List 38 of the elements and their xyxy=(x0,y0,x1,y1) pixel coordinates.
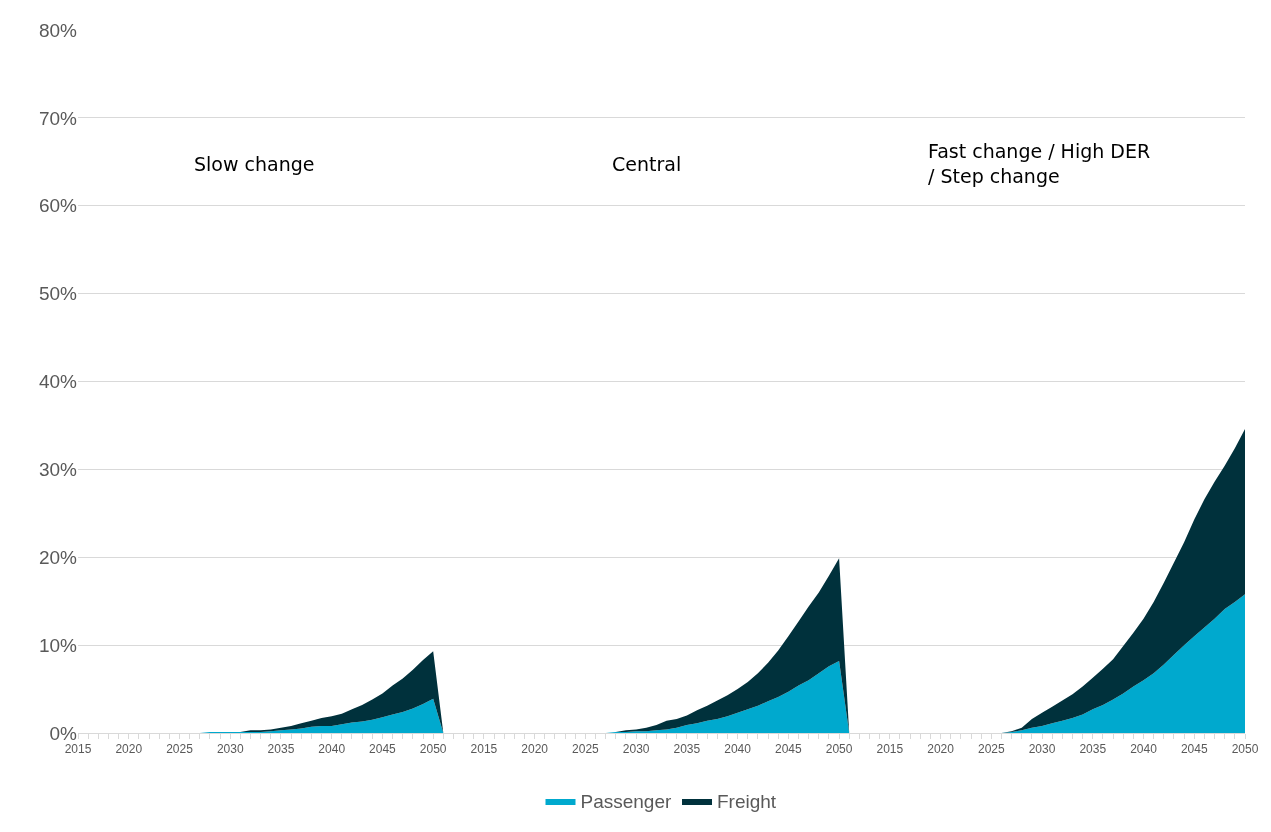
x-tick-label: 2040 xyxy=(318,742,346,757)
y-tick-label: 80% xyxy=(38,19,78,41)
y-tick-label: 70% xyxy=(38,107,78,129)
x-tick-label: 2015 xyxy=(876,742,904,757)
x-tick-label: 2015 xyxy=(64,742,92,757)
y-tick-label: 0% xyxy=(49,722,78,744)
x-tick-label: 2050 xyxy=(1231,742,1259,757)
y-tick-label: 10% xyxy=(38,634,78,656)
x-tick-label: 2050 xyxy=(825,742,853,757)
y-tick-label: 40% xyxy=(38,371,78,393)
x-tick-label: 2035 xyxy=(1079,742,1107,757)
x-tick-label: 2030 xyxy=(216,742,244,757)
annotation: Slow change xyxy=(194,153,315,175)
annotation: Central xyxy=(612,153,682,175)
x-tick-label: 2035 xyxy=(267,742,295,757)
x-tick-label: 2020 xyxy=(927,742,955,757)
x-tick-label: 2040 xyxy=(724,742,752,757)
x-tick-label: 2045 xyxy=(369,742,397,757)
x-tick-label: 2025 xyxy=(166,742,194,757)
annotation: Fast change / High DER / Step change xyxy=(928,140,1151,187)
x-tick-label: 2030 xyxy=(622,742,650,757)
x-tick-label: 2020 xyxy=(521,742,549,757)
x-tick-label: 2020 xyxy=(115,742,143,757)
x-tick-label: 2015 xyxy=(470,742,498,757)
x-tick-label: 2045 xyxy=(1180,742,1208,757)
x-tick-label: 2030 xyxy=(1028,742,1056,757)
legend-label: Passenger xyxy=(580,791,673,813)
legend-label: Freight xyxy=(717,791,777,813)
x-tick-label: 2025 xyxy=(977,742,1005,757)
y-tick-label: 20% xyxy=(38,546,78,568)
x-tick-label: 2035 xyxy=(673,742,701,757)
x-tick-label: 2025 xyxy=(572,742,600,757)
y-tick-label: 60% xyxy=(38,195,78,217)
y-tick-label: 50% xyxy=(38,283,78,305)
x-tick-label: 2040 xyxy=(1130,742,1158,757)
x-tick-label: 2050 xyxy=(419,742,447,757)
y-tick-label: 30% xyxy=(38,459,78,481)
x-tick-label: 2045 xyxy=(775,742,803,757)
